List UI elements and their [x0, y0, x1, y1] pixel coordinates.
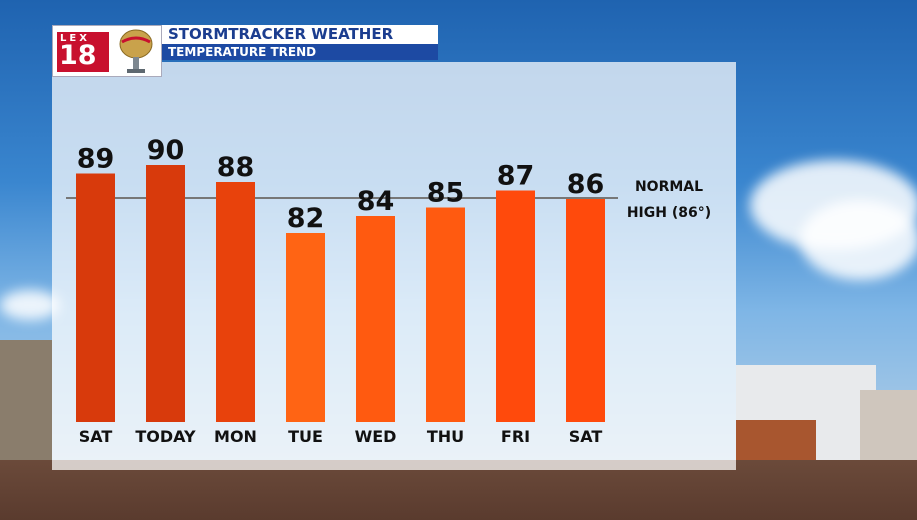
day-label: FRI	[501, 427, 530, 446]
temperature-bar	[496, 190, 535, 422]
header-subtitle: TEMPERATURE TREND	[162, 44, 438, 60]
day-label: WED	[355, 427, 397, 446]
bar-value-label: 87	[497, 161, 535, 192]
normal-high-value-label: HIGH (86°)	[627, 205, 711, 221]
bar-value-label: 84	[357, 186, 395, 217]
day-label: SAT	[79, 427, 113, 446]
day-label: TODAY	[135, 427, 196, 446]
cloud-decoration	[800, 200, 917, 280]
temperature-bar	[566, 199, 605, 422]
ground	[0, 460, 917, 520]
building	[736, 420, 816, 460]
station-logo: LEX 18	[52, 25, 162, 77]
temperature-bar	[216, 182, 255, 422]
bar-value-label: 90	[147, 135, 185, 166]
bar-value-label: 85	[427, 178, 465, 209]
logo-channel-text: LEX	[60, 33, 90, 44]
building	[860, 390, 917, 460]
day-label: SAT	[569, 427, 603, 446]
header-title: STORMTRACKER WEATHER	[162, 25, 438, 44]
temperature-bar	[286, 233, 325, 422]
weather-tower-icon	[119, 29, 153, 73]
bar-value-label: 82	[287, 203, 325, 234]
cloud-decoration	[0, 290, 60, 320]
day-label: THU	[427, 427, 464, 446]
normal-high-label: NORMAL	[635, 179, 703, 195]
city-skyline-background	[0, 300, 917, 520]
lex18-logo: LEX 18	[57, 32, 109, 72]
day-label: TUE	[288, 427, 323, 446]
temperature-bar	[146, 165, 185, 422]
building	[0, 340, 52, 460]
bar-value-label: 89	[77, 144, 115, 175]
temperature-bar	[426, 207, 465, 422]
temperature-bar	[76, 173, 115, 422]
temperature-bar	[356, 216, 395, 422]
bar-value-label: 88	[217, 152, 255, 183]
logo-number-text: 18	[59, 40, 97, 71]
bar-value-label: 86	[567, 169, 605, 200]
day-label: MON	[214, 427, 257, 446]
